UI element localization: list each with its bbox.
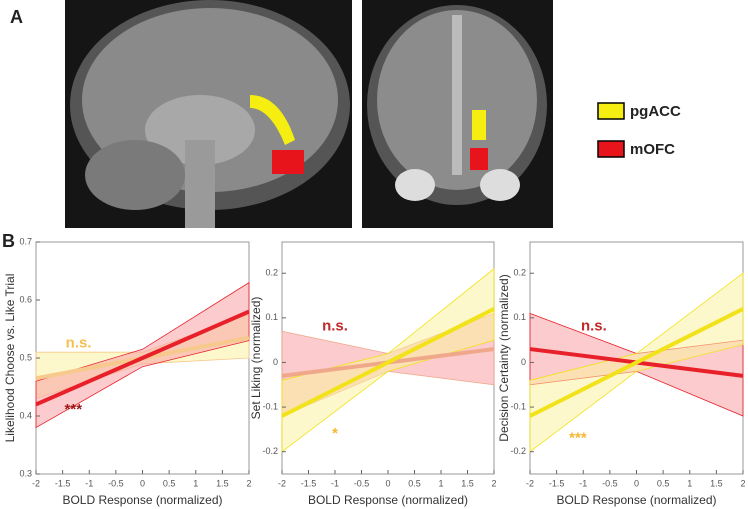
y-tick-label: 0.6 [19,294,32,304]
confidence-band [35,281,250,429]
coronal-image [362,0,553,228]
y-tick-label: 0.1 [265,312,278,322]
panel-label: A [10,7,23,27]
y-tick-label: -0.2 [262,446,278,456]
y-tick-label: 0.3 [19,468,32,478]
x-tick-label: -1.5 [549,478,565,488]
y-tick-label: 0.2 [265,268,278,278]
x-tick-label: 2 [491,478,496,488]
annotation: n.s. [322,318,348,335]
x-tick-label: -2 [526,478,534,488]
x-tick-label: 0.5 [163,478,176,488]
y-tick-label: -0.1 [510,401,526,411]
x-tick-label: 0 [634,478,639,488]
regression-line [529,307,744,418]
x-tick-label: 0 [385,478,390,488]
y-tick-label: 0.5 [19,352,32,362]
x-tick-label: 0 [140,478,145,488]
x-tick-label: -0.5 [354,478,370,488]
x-tick-label: -1.5 [55,478,71,488]
x-tick-label: -1.5 [301,478,317,488]
regression-line [281,307,495,418]
x-tick-label: -2 [278,478,286,488]
y-tick-label: 0 [521,357,526,367]
y-tick-label: 0.7 [19,236,32,246]
legend-swatch [597,140,625,158]
x-tick-label: 1 [193,478,198,488]
x-tick-label: 2 [246,478,251,488]
legend-label: pgACC [630,103,681,120]
y-tick-label: -0.2 [510,446,526,456]
x-tick-label: 1.5 [216,478,229,488]
x-tick-label: -1 [579,478,587,488]
y-tick-label: -0.1 [262,401,278,411]
x-axis-label: BOLD Response (normalized) [62,493,222,507]
sagittal-image [65,0,352,228]
annotation: *** [65,401,83,418]
x-tick-label: 1.5 [461,478,474,488]
annotation: n.s. [581,318,607,335]
y-axis-label: Likelihood Choose vs. Like Trial [3,274,17,443]
x-tick-label: 2 [740,478,745,488]
x-tick-label: 1 [687,478,692,488]
x-tick-label: 0.5 [408,478,421,488]
annotation: n.s. [66,334,92,351]
x-tick-label: -2 [32,478,40,488]
y-axis-label: Set Liking (normalized) [249,297,263,420]
y-axis-label: Decision Certainty (normalized) [497,274,511,441]
x-tick-label: 0.5 [657,478,670,488]
y-tick-label: 0.4 [19,410,32,420]
x-tick-label: 1.5 [710,478,723,488]
x-tick-label: -1 [85,478,93,488]
annotation: *** [569,429,587,446]
y-tick-label: 0 [273,357,278,367]
annotation: * [332,425,338,442]
regression-line [35,309,250,407]
legend-swatch [597,102,625,120]
x-tick-label: -0.5 [108,478,124,488]
x-tick-label: -1 [331,478,339,488]
y-tick-label: 0.2 [513,268,526,278]
panel-label: B [2,231,15,251]
y-tick-label: 0.1 [513,312,526,322]
x-tick-label: -0.5 [602,478,618,488]
x-axis-label: BOLD Response (normalized) [556,493,716,507]
legend-label: mOFC [630,141,675,158]
x-axis-label: BOLD Response (normalized) [308,493,468,507]
x-tick-label: 1 [438,478,443,488]
